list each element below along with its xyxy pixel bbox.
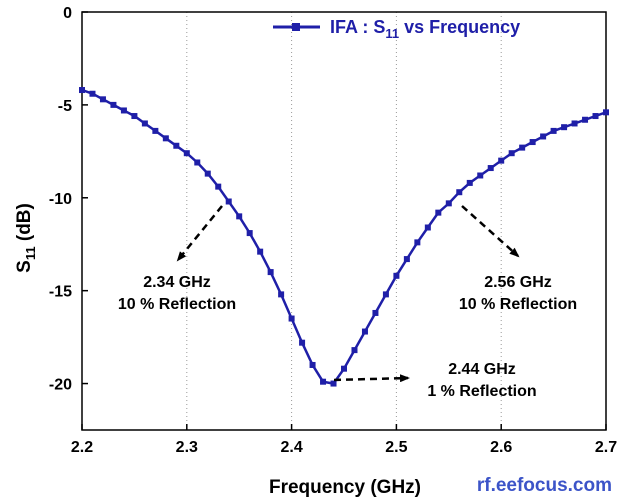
- data-point: [550, 127, 557, 134]
- annotation-2-44ghz-freq: 2.44 GHz: [448, 361, 516, 378]
- series-line: [81, 88, 607, 385]
- arrow-2-44ghz: [333, 374, 410, 383]
- data-point: [99, 96, 106, 103]
- data-point: [215, 183, 222, 190]
- x-tick-label: 2.4: [280, 439, 302, 456]
- legend-label-rest: vs Frequency: [399, 17, 520, 37]
- x-tick-label: 2.7: [595, 439, 617, 456]
- data-point: [288, 315, 295, 322]
- data-point: [351, 347, 358, 354]
- y-tick-label: -5: [58, 98, 72, 115]
- annotation-2-44ghz: 2.44 GHz 1 % Reflection: [427, 361, 536, 400]
- data-point: [204, 170, 211, 177]
- data-point: [320, 378, 327, 385]
- data-point: [330, 380, 337, 387]
- data-point: [403, 256, 410, 263]
- y-axis-label: S11 (dB): [14, 203, 38, 273]
- data-point: [435, 209, 442, 216]
- y-axis-label-unit: (dB): [14, 203, 35, 246]
- legend-marker: [292, 23, 300, 31]
- y-tick-label: -20: [49, 377, 72, 394]
- data-point: [162, 135, 169, 142]
- series-layer: [79, 87, 609, 387]
- data-point: [477, 172, 484, 179]
- x-tick-label: 2.5: [385, 439, 407, 456]
- data-point: [603, 109, 609, 116]
- annotation-arrows: [176, 205, 520, 383]
- annotation-2-56ghz-reflection: 10 % Reflection: [459, 296, 577, 313]
- data-point: [257, 248, 264, 255]
- data-point: [194, 159, 201, 166]
- y-tick-label: -15: [49, 284, 72, 301]
- y-tick-label: -10: [49, 191, 72, 208]
- arrow-2-34ghz: [176, 205, 223, 262]
- legend: IFA : S11 vs Frequency: [273, 17, 520, 41]
- data-point: [540, 133, 547, 140]
- data-point: [508, 150, 515, 157]
- y-axis-label-sub: 11: [23, 246, 38, 260]
- data-point: [79, 87, 85, 94]
- y-axis-label-main: S: [14, 260, 35, 273]
- data-point: [225, 198, 232, 205]
- x-tick-label: 2.6: [490, 439, 512, 456]
- x-tick-label: 2.3: [176, 439, 198, 456]
- annotation-2-44ghz-reflection: 1 % Reflection: [427, 383, 536, 400]
- data-point: [592, 113, 599, 120]
- data-point: [382, 291, 389, 298]
- data-point: [183, 150, 190, 157]
- legend-label-sub: 11: [385, 26, 399, 41]
- data-point: [393, 272, 400, 279]
- grid-lines: [186, 12, 502, 430]
- data-point: [246, 230, 253, 237]
- data-point: [110, 101, 117, 108]
- data-point: [236, 213, 243, 220]
- data-point: [89, 90, 96, 97]
- annotation-2-34ghz: 2.34 GHz 10 % Reflection: [118, 274, 236, 313]
- data-point: [131, 113, 138, 120]
- data-point: [571, 120, 578, 127]
- data-point: [361, 328, 368, 335]
- data-point: [120, 107, 127, 114]
- x-tick-label: 2.2: [71, 439, 93, 456]
- data-point: [309, 361, 316, 368]
- x-axis-ticks: 2.2 2.3 2.4 2.5 2.6 2.7: [71, 424, 617, 456]
- data-point: [487, 165, 494, 172]
- legend-label: IFA : S11 vs Frequency: [330, 17, 520, 41]
- arrow-2-56ghz: [461, 205, 520, 258]
- data-point: [529, 139, 536, 146]
- data-point: [372, 309, 379, 316]
- data-point: [299, 339, 306, 346]
- annotation-2-56ghz-freq: 2.56 GHz: [484, 274, 552, 291]
- data-point: [173, 142, 180, 149]
- watermark: rf.eefocus.com: [476, 475, 612, 496]
- x-axis-label: Frequency (GHz): [269, 477, 421, 498]
- data-point: [414, 239, 421, 246]
- data-point: [466, 179, 473, 186]
- annotation-2-34ghz-reflection: 10 % Reflection: [118, 296, 236, 313]
- data-point: [141, 120, 148, 127]
- data-point: [341, 365, 347, 372]
- y-axis-ticks: 0 -5 -10 -15 -20: [49, 5, 88, 394]
- data-point: [445, 200, 452, 207]
- data-point: [519, 144, 526, 151]
- data-point: [582, 116, 589, 123]
- data-point: [278, 291, 285, 298]
- data-point: [561, 124, 568, 131]
- data-point: [267, 269, 274, 276]
- annotation-2-56ghz: 2.56 GHz 10 % Reflection: [459, 274, 577, 313]
- data-point: [152, 127, 159, 134]
- y-tick-label: 0: [63, 5, 72, 22]
- data-point: [456, 189, 463, 196]
- annotation-2-34ghz-freq: 2.34 GHz: [143, 274, 211, 291]
- plot-frame: [81, 11, 607, 431]
- data-point: [424, 224, 431, 231]
- data-point: [498, 157, 505, 164]
- legend-label-main: IFA : S: [330, 17, 385, 37]
